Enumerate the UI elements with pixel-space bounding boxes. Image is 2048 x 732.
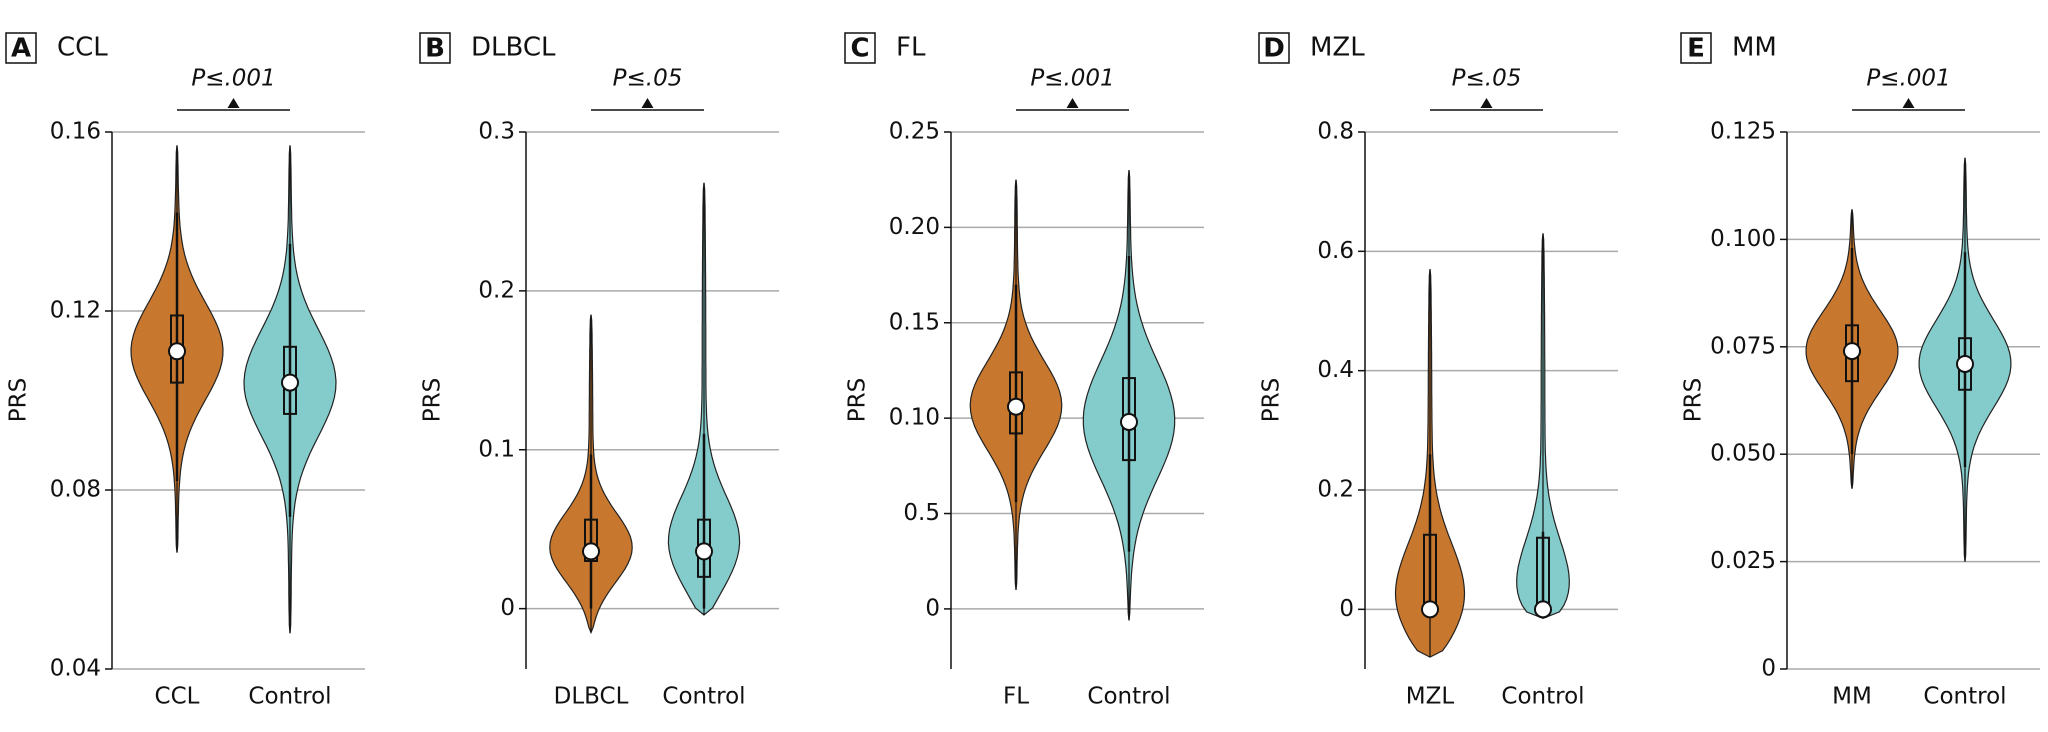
y-tick-label: 0.10 (889, 405, 940, 431)
panel: B DLBCL P≤.05 PRS 0 0.1 0.2 0.3 DLBCL Control (419, 32, 779, 710)
y-tick-label: 0 (500, 595, 515, 621)
y-tick-label: 0 (1761, 656, 1776, 682)
panel-title: DLBCL (471, 33, 556, 63)
median (1956, 354, 1974, 373)
iqr-box (584, 518, 598, 562)
x-tick-label: MM (1832, 684, 1872, 710)
y-tick-label: 0 (925, 595, 940, 621)
y-tick-label: 0.8 (1317, 119, 1354, 145)
panel-letter-box (5, 32, 37, 64)
median (168, 342, 186, 361)
bracket-marker (1066, 98, 1079, 108)
bracket-marker (641, 98, 654, 108)
p-annotation: P≤.05 (613, 66, 683, 92)
y-tick-label: 0.100 (1710, 226, 1776, 252)
panel-letter-box (1680, 32, 1712, 64)
panel-letter-box (419, 32, 451, 64)
bracket-marker (1902, 98, 1915, 108)
panel: A CCL P≤.001 PRS 0.04 0.08 0.12 0.16 CCL Control (5, 32, 365, 710)
y-tick-label: 0.025 (1710, 548, 1776, 574)
median (1843, 342, 1861, 361)
y-tick-label: 0.3 (478, 119, 515, 145)
median (1534, 600, 1552, 619)
bracket-marker (227, 98, 240, 108)
median (281, 373, 299, 392)
y-tick-label: 0.16 (50, 119, 101, 145)
panel-title: CCL (57, 33, 108, 63)
x-tick-label: Control (248, 684, 331, 710)
panel-letter-box (1258, 32, 1290, 64)
p-annotation: P≤.001 (1866, 66, 1950, 92)
y-tick-label: 0.2 (478, 277, 515, 303)
y-tick-label: 0.25 (889, 119, 940, 145)
y-axis-label: PRS (1681, 378, 1707, 422)
y-tick-label: 0.08 (50, 477, 101, 503)
y-tick-label: 0.12 (50, 298, 101, 324)
p-annotation: P≤.001 (1030, 66, 1114, 92)
median (695, 542, 713, 561)
panel: C FL P≤.001 PRS 0 0.5 0.10 0.15 0.20 0.25 FL Contro… (844, 32, 1204, 710)
panel-letter-box (844, 32, 876, 64)
median (1120, 412, 1138, 431)
x-tick-label: DLBCL (554, 684, 629, 710)
y-axis-label: PRS (420, 378, 446, 422)
y-axis-label: PRS (1259, 378, 1285, 422)
y-tick-label: 0.075 (1710, 333, 1776, 359)
y-tick-label: 0.15 (889, 309, 940, 335)
x-tick-label: Control (1501, 684, 1584, 710)
panel-title: MZL (1310, 33, 1365, 63)
median (1421, 600, 1439, 619)
x-tick-label: CCL (155, 684, 200, 710)
y-tick-label: 0.5 (903, 500, 940, 526)
p-annotation: P≤.001 (191, 66, 275, 92)
panel-letter: D (1263, 34, 1285, 64)
x-tick-label: FL (1003, 684, 1029, 710)
y-tick-label: 0.6 (1317, 238, 1354, 264)
panel-letter: B (425, 34, 445, 64)
median (1007, 397, 1025, 416)
bracket-marker (1480, 98, 1493, 108)
y-tick-label: 0.20 (889, 214, 940, 240)
y-tick-label: 0.050 (1710, 441, 1776, 467)
panel: D MZL P≤.05 PRS 0 0.2 0.4 0.6 0.8 MZL Control (1258, 32, 1618, 710)
x-tick-label: Control (662, 684, 745, 710)
panel-letter: C (850, 34, 869, 64)
y-tick-label: 0.2 (1317, 477, 1354, 503)
panel-title: MM (1732, 33, 1777, 63)
y-tick-label: 0.04 (50, 656, 101, 682)
y-tick-label: 0 (1339, 596, 1354, 622)
y-axis-label: PRS (845, 378, 871, 422)
y-tick-label: 0.4 (1317, 357, 1354, 383)
x-tick-label: Control (1087, 684, 1170, 710)
y-tick-label: 0.1 (478, 436, 515, 462)
x-tick-label: MZL (1406, 684, 1455, 710)
panel-letter: E (1687, 34, 1705, 64)
x-tick-label: Control (1923, 684, 2006, 710)
y-tick-label: 0.125 (1710, 119, 1776, 145)
panel-letter: A (11, 34, 31, 64)
panel: E MM P≤.001 PRS 0 0.025 0.050 0.075 0.100 0.125 MM… (1680, 32, 2040, 710)
p-annotation: P≤.05 (1452, 66, 1522, 92)
y-axis-label: PRS (6, 378, 32, 422)
median (582, 542, 600, 561)
panel-title: FL (896, 33, 926, 63)
